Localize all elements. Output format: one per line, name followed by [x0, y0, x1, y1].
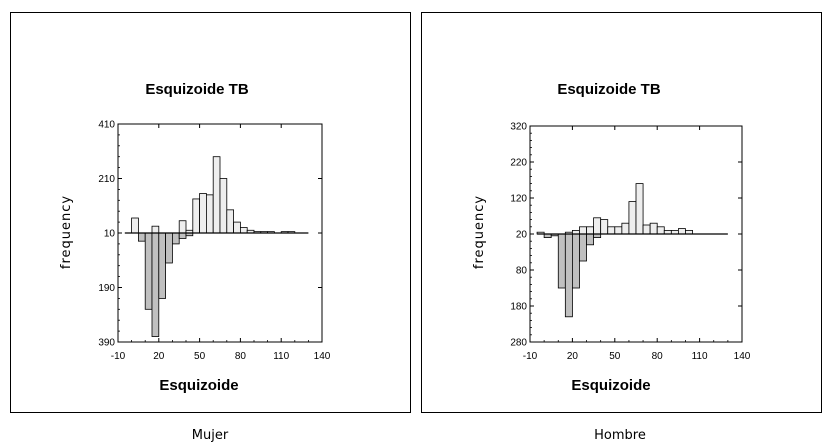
- upper-bar: [233, 221, 241, 234]
- x-axis: -10 20 50 80 110 140: [523, 126, 751, 362]
- x-tick-label: 110: [273, 351, 289, 362]
- upper-bar: [579, 226, 587, 235]
- upper-bar: [593, 217, 602, 235]
- lower-bar: [171, 232, 180, 245]
- x-tick-label: 140: [734, 351, 751, 362]
- y-tick-label: 180: [510, 302, 527, 313]
- upper-bar: [205, 194, 214, 234]
- upper-bar: [131, 217, 139, 234]
- panel-caption: Hombre: [594, 428, 646, 443]
- x-tick-label: -10: [523, 351, 538, 362]
- y-tick-label: 190: [98, 283, 115, 294]
- y-tick-label: 390: [98, 338, 115, 349]
- bars: [536, 183, 728, 318]
- chart-title: Esquizoide TB: [145, 81, 249, 98]
- upper-bar: [635, 183, 644, 235]
- upper-bar: [192, 198, 201, 234]
- x-tick-label: -10: [111, 351, 126, 362]
- plot-area: [117, 123, 323, 343]
- x-tick-label: 140: [314, 351, 331, 362]
- y-tick-label: 10: [104, 229, 116, 240]
- lower-bar: [586, 233, 595, 246]
- x-axis: -10 20 50 80 110 140: [111, 124, 331, 362]
- x-tick-label: 80: [652, 351, 664, 362]
- y-tick-label: 280: [510, 338, 527, 349]
- upper-bar: [239, 227, 248, 234]
- x-tick-label: 50: [609, 351, 621, 362]
- y-axis-label: frequency: [59, 195, 74, 269]
- lower-bar: [178, 232, 187, 239]
- lower-bar: [579, 233, 587, 262]
- lower-bar: [557, 233, 566, 289]
- lower-bar: [144, 232, 153, 310]
- y-tick-label: 410: [98, 120, 115, 131]
- upper-bar: [656, 226, 665, 235]
- lower-bar: [572, 233, 580, 289]
- upper-bar: [586, 226, 595, 235]
- y-tick-label: 320: [510, 122, 527, 133]
- upper-bar: [178, 220, 187, 234]
- x-axis-label: Esquizoide: [571, 377, 650, 394]
- upper-bar: [151, 225, 160, 234]
- upper-bar: [614, 226, 623, 235]
- lower-bar: [158, 232, 167, 299]
- lower-bar: [165, 232, 173, 264]
- upper-bar: [219, 178, 228, 234]
- lower-bar: [137, 232, 146, 242]
- x-axis-label: Esquizoide: [159, 377, 238, 394]
- chart-hombre: Esquizoide TB Esquizoide frequency 320 22…: [472, 81, 751, 443]
- y-tick-label: 80: [516, 266, 528, 277]
- y-axis: 410 210 10 190 390: [98, 120, 322, 349]
- chart-title: Esquizoide TB: [557, 81, 661, 98]
- bars: [124, 156, 309, 337]
- upper-bar: [642, 224, 651, 235]
- y-tick-label: 20: [516, 230, 528, 241]
- y-tick-label: 210: [98, 174, 115, 185]
- upper-bar: [678, 228, 686, 235]
- upper-bar: [607, 226, 616, 235]
- upper-bar: [212, 156, 221, 234]
- plot-area: [529, 125, 743, 343]
- chart-mujer: Esquizoide TB Esquizoide frequency 410 21…: [59, 81, 331, 443]
- y-tick-label: 120: [510, 194, 527, 205]
- upper-bar: [649, 222, 658, 235]
- panel-frame-mujer: [10, 12, 411, 413]
- x-tick-label: 80: [235, 351, 247, 362]
- upper-bar: [628, 201, 637, 235]
- panel-caption: Mujer: [192, 428, 229, 443]
- lower-bar: [151, 232, 160, 337]
- lower-bar: [564, 233, 573, 318]
- upper-bar: [600, 219, 609, 235]
- upper-bar: [621, 222, 630, 235]
- x-tick-label: 20: [567, 351, 579, 362]
- x-tick-label: 20: [153, 351, 165, 362]
- y-tick-label: 220: [510, 158, 527, 169]
- y-axis-label: frequency: [472, 195, 487, 269]
- upper-bar: [199, 193, 207, 234]
- x-tick-label: 50: [194, 351, 206, 362]
- x-tick-label: 110: [692, 351, 708, 362]
- upper-bar: [226, 209, 235, 234]
